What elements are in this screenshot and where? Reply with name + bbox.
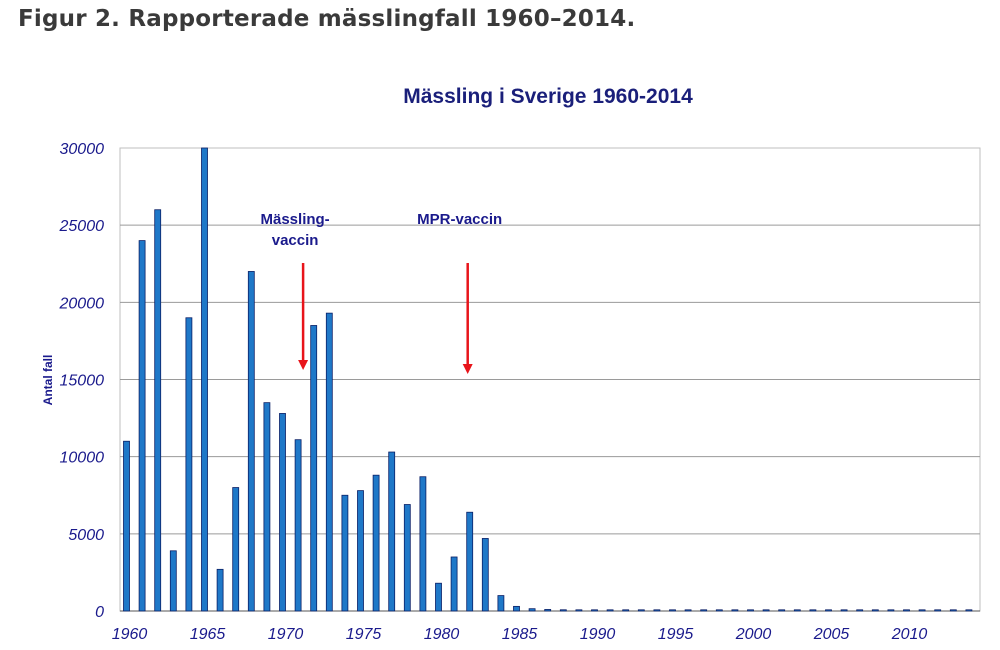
bar-2000 [747, 609, 754, 612]
y-tick-10000: 10000 [60, 450, 105, 467]
bar-2007 [856, 609, 864, 612]
bar-1987 [544, 609, 552, 612]
bar-1978 [403, 504, 411, 612]
bar-2001 [762, 609, 770, 612]
bar-1980 [435, 582, 442, 612]
bar-2005 [825, 609, 832, 612]
y-tick-30000: 30000 [60, 141, 105, 158]
y-tick-20000: 20000 [59, 295, 105, 312]
x-tick-labels: 1960 1965 1970 1975 1980 1985 1990 1995 2000 2005… [112, 626, 928, 643]
bars-group [123, 147, 973, 612]
bar-1976 [372, 474, 380, 612]
x-tick-1975: 1975 [346, 626, 382, 643]
bar-2014 [965, 609, 973, 612]
bar-1973 [325, 312, 333, 612]
x-tick-2005: 2005 [813, 626, 850, 643]
arrow-1982-head [462, 364, 473, 374]
y-tick-15000: 15000 [60, 373, 105, 390]
bar-2008 [871, 609, 879, 612]
bar-1975 [357, 490, 364, 612]
bar-1968 [247, 271, 255, 612]
bar-1981 [450, 556, 458, 612]
bar-2002 [778, 609, 786, 612]
annotations-group: Mässling-vaccin MPR-vaccin [261, 211, 502, 374]
bar-1997 [700, 609, 708, 612]
bar-1986 [528, 608, 536, 612]
bar-1992 [622, 609, 630, 612]
x-tick-1985: 1985 [502, 626, 538, 643]
bar-1994 [653, 609, 661, 612]
bar-1982 [466, 511, 474, 612]
chart-title: Mässling i Sverige 1960-2014 [403, 85, 693, 108]
bar-1999 [731, 609, 739, 612]
annotation-1971-line1: Mässling- [261, 211, 330, 228]
y-tick-0: 0 [95, 604, 104, 621]
bar-1972 [310, 325, 318, 612]
bar-1964 [185, 317, 193, 612]
y-axis-label: Antal fall [41, 355, 55, 406]
bar-1977 [388, 451, 396, 612]
bar-1995 [669, 609, 676, 612]
bar-1979 [419, 476, 427, 612]
bar-1970 [279, 413, 286, 612]
bar-1989 [575, 609, 583, 612]
bar-1993 [637, 609, 645, 612]
bar-1962 [154, 209, 162, 612]
arrow-1971-head [298, 360, 309, 370]
x-tick-1965: 1965 [190, 626, 226, 643]
y-tick-5000: 5000 [68, 527, 104, 544]
annotation-1971-line2: vaccin [272, 232, 319, 249]
x-tick-1990: 1990 [580, 626, 616, 643]
bar-2013 [949, 609, 957, 612]
bar-1960 [123, 440, 130, 612]
bar-1965 [201, 147, 208, 612]
bar-2004 [809, 609, 817, 612]
bar-1984 [497, 595, 505, 612]
bar-1969 [263, 402, 271, 612]
annotation-1982-line1: MPR-vaccin [417, 211, 502, 228]
x-tick-1980: 1980 [424, 626, 460, 643]
y-tick-labels: 0 5000 10000 15000 20000 25000 30000 [59, 141, 105, 621]
bar-1998 [715, 609, 723, 612]
bar-1967 [232, 487, 240, 612]
bar-2011 [918, 609, 926, 612]
bar-1991 [606, 609, 614, 612]
figure-caption: Figur 2. Rapporterade mässlingfall 1960–… [18, 6, 636, 32]
bar-1990 [591, 609, 598, 612]
bar-2006 [840, 609, 848, 612]
bar-2009 [887, 609, 895, 612]
bar-1996 [684, 609, 692, 612]
bar-1971 [294, 439, 302, 612]
bar-1966 [216, 568, 224, 612]
bar-1963 [169, 550, 177, 612]
bar-1974 [341, 494, 349, 612]
bar-1983 [481, 538, 489, 612]
bar-2012 [934, 609, 942, 612]
bar-1985 [513, 605, 520, 612]
x-tick-1970: 1970 [268, 626, 304, 643]
bar-1988 [559, 609, 567, 612]
bar-2003 [793, 609, 801, 612]
bar-2010 [903, 609, 910, 612]
x-tick-2000: 2000 [735, 626, 772, 643]
x-tick-1995: 1995 [658, 626, 694, 643]
y-tick-25000: 25000 [59, 218, 105, 235]
bar-1961 [138, 240, 146, 612]
x-tick-2010: 2010 [891, 626, 928, 643]
x-tick-1960: 1960 [112, 626, 148, 643]
